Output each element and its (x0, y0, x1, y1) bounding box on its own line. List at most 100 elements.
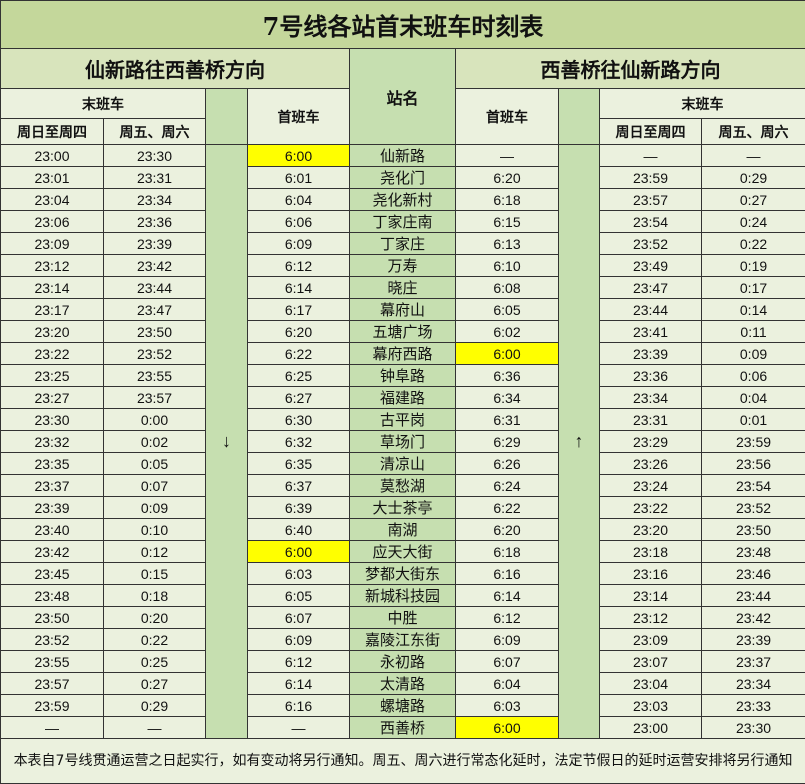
left-last-sun-thu: 23:20 (1, 321, 104, 343)
right-last-sun-thu: 23:24 (600, 475, 702, 497)
left-first-train: 6:09 (248, 629, 350, 651)
left-last-sun-thu: 23:50 (1, 607, 104, 629)
right-last-sun-thu: 23:59 (600, 167, 702, 189)
right-last-fri-sat: 23:46 (702, 563, 805, 585)
right-first-train: 6:02 (456, 321, 559, 343)
right-last-sun-thu: 23:57 (600, 189, 702, 211)
right-last-sun-thu: 23:16 (600, 563, 702, 585)
left-first-train: 6:37 (248, 475, 350, 497)
left-last-sun-thu: 23:32 (1, 431, 104, 453)
right-first-train: 6:36 (456, 365, 559, 387)
right-last-fri-sat: 0:27 (702, 189, 805, 211)
left-last-sun-thu: 23:37 (1, 475, 104, 497)
left-last-sun-thu: 23:01 (1, 167, 104, 189)
station-name: 应天大街 (350, 541, 456, 563)
left-last-sun-thu: 23:39 (1, 497, 104, 519)
arrow-down-icon: ↓ (206, 145, 248, 739)
left-last-sun-thu: 23:25 (1, 365, 104, 387)
right-last-fri-sat: 0:01 (702, 409, 805, 431)
left-first-train: 6:35 (248, 453, 350, 475)
station-name: 梦都大街东 (350, 563, 456, 585)
left-last-sun-thu: 23:14 (1, 277, 104, 299)
station-name: 丁家庄 (350, 233, 456, 255)
right-first-train: 6:00 (456, 717, 559, 739)
left-first-train: 6:30 (248, 409, 350, 431)
left-first-train: 6:25 (248, 365, 350, 387)
right-last-fri-sat: 23:48 (702, 541, 805, 563)
right-first-train: 6:24 (456, 475, 559, 497)
right-last-sun-thu: 23:39 (600, 343, 702, 365)
right-last-fri-sat: 0:22 (702, 233, 805, 255)
left-last-fri-sat: 23:52 (104, 343, 206, 365)
left-last-fri-sat: 0:27 (104, 673, 206, 695)
right-last-sun-thu: 23:04 (600, 673, 702, 695)
left-last-sun-thu: 23:40 (1, 519, 104, 541)
right-first-train: 6:18 (456, 189, 559, 211)
right-last-fri-sat: 0:09 (702, 343, 805, 365)
left-last-fri-sat: 23:55 (104, 365, 206, 387)
right-first-train: 6:08 (456, 277, 559, 299)
left-last-sun-thu: 23:45 (1, 563, 104, 585)
station-name: 丁家庄南 (350, 211, 456, 233)
station-header: 站名 (350, 49, 456, 145)
right-last-fri-sat: 0:19 (702, 255, 805, 277)
right-first-train: 6:34 (456, 387, 559, 409)
left-first-train: 6:16 (248, 695, 350, 717)
right-last-fri-sat: — (702, 145, 805, 167)
right-first-train: 6:22 (456, 497, 559, 519)
left-last-fri-sat: 23:50 (104, 321, 206, 343)
left-last-fri-sat: 0:12 (104, 541, 206, 563)
station-name: 五塘广场 (350, 321, 456, 343)
right-first-train: 6:05 (456, 299, 559, 321)
right-last-sun-thu: 23:44 (600, 299, 702, 321)
direction-left-header: 仙新路往西善桥方向 (1, 49, 350, 89)
left-first-train: 6:07 (248, 607, 350, 629)
left-last-sun-thu: — (1, 717, 104, 739)
station-name: 幕府山 (350, 299, 456, 321)
left-last-sun-thu: 23:09 (1, 233, 104, 255)
left-first-train: 6:40 (248, 519, 350, 541)
right-last-fri-sat: 0:04 (702, 387, 805, 409)
station-name: 幕府西路 (350, 343, 456, 365)
right-last-sun-thu: 23:49 (600, 255, 702, 277)
right-last-sun-thu: 23:22 (600, 497, 702, 519)
left-last-sun-thu: 23:55 (1, 651, 104, 673)
right-last-sun-thu: 23:34 (600, 387, 702, 409)
left-last-fri-sat: 23:34 (104, 189, 206, 211)
left-last-fri-sat: 23:44 (104, 277, 206, 299)
right-last-fri-sat: 23:44 (702, 585, 805, 607)
left-last-sun-thu: 23:59 (1, 695, 104, 717)
left-last-fri-sat: 23:31 (104, 167, 206, 189)
right-first-train: 6:13 (456, 233, 559, 255)
page-title: 7号线各站首末班车时刻表 (1, 1, 805, 49)
right-last-sun-thu: 23:54 (600, 211, 702, 233)
right-last-sun-thu: 23:09 (600, 629, 702, 651)
station-name: 古平岗 (350, 409, 456, 431)
left-last-fri-sat: 23:57 (104, 387, 206, 409)
left-last-fri-sat: 23:47 (104, 299, 206, 321)
station-name: 中胜 (350, 607, 456, 629)
left-first-train: 6:32 (248, 431, 350, 453)
left-first-train: 6:04 (248, 189, 350, 211)
left-first-train: 6:00 (248, 145, 350, 167)
right-last-fri-sat: 0:29 (702, 167, 805, 189)
left-last-sun-thu: 23:42 (1, 541, 104, 563)
left-last-sun-thu: 23:17 (1, 299, 104, 321)
right-last-sun-thu: 23:26 (600, 453, 702, 475)
right-sun-thu-header: 周日至周四 (600, 119, 702, 145)
right-last-sun-thu: — (600, 145, 702, 167)
right-first-train: 6:20 (456, 167, 559, 189)
right-fri-sat-header: 周五、周六 (702, 119, 805, 145)
